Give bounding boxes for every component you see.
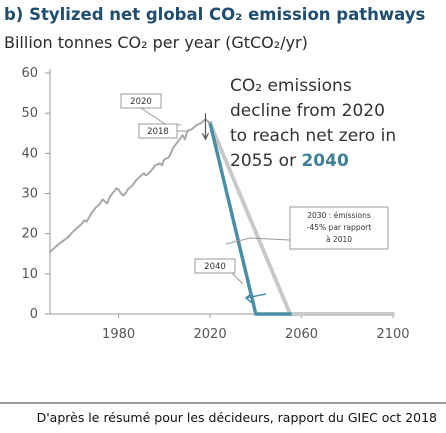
label-2040-box — [194, 258, 236, 274]
callout-line-3: to reach net zero in — [230, 126, 396, 146]
pathway-2040-line — [208, 121, 292, 316]
chart-subtitle: Billion tonnes CO₂ per year (GtCO₂/yr) — [4, 33, 308, 52]
x-tick-label: 2100 — [376, 327, 409, 342]
label-2020: 2020 — [130, 97, 152, 107]
y-tick-label: 40 — [21, 146, 38, 161]
historical-emissions-line — [49, 118, 212, 253]
callout-year-2055: 2055 or — [230, 151, 301, 171]
plot-area: 0 10 20 30 40 50 60 1980 2020 2060 2100 — [21, 66, 409, 342]
y-tick-label: 10 — [21, 267, 38, 282]
label-2040-leader — [231, 272, 244, 285]
y-tick-label: 30 — [21, 187, 38, 202]
note-box — [289, 206, 389, 250]
callout-line-1: CO₂ emissions — [230, 76, 352, 96]
peak-2018-arrowhead — [201, 132, 210, 141]
x-tick-label: 1980 — [102, 327, 135, 342]
callout-line-2: decline from 2020 — [230, 101, 385, 121]
y-tick-label: 20 — [21, 227, 38, 242]
y-tick-label: 50 — [21, 106, 38, 121]
decline-arrow — [244, 292, 267, 304]
label-2020-leader — [140, 107, 182, 126]
callout-line-4: 2055 or 2040 — [230, 151, 349, 171]
callout-year-2040: 2040 — [301, 151, 348, 171]
chart-title: b) Stylized net global CO₂ emission path… — [4, 5, 425, 24]
x-tick-label: 2060 — [285, 327, 318, 342]
source-note: D'après le résumé pour les décideurs, ra… — [37, 410, 437, 425]
note-line-1: 2030 : émissions — [307, 211, 371, 220]
note-line-3: à 2010 — [326, 235, 352, 244]
label-2018: 2018 — [147, 127, 169, 137]
y-tick-label: 0 — [30, 307, 38, 322]
label-2040: 2040 — [204, 262, 226, 272]
pathway-2055-line — [208, 121, 395, 316]
x-tick-label: 2020 — [194, 327, 227, 342]
note-line-2: -45% par rapport — [307, 223, 371, 232]
note-leader — [225, 237, 291, 245]
y-tick-label: 60 — [21, 66, 38, 81]
